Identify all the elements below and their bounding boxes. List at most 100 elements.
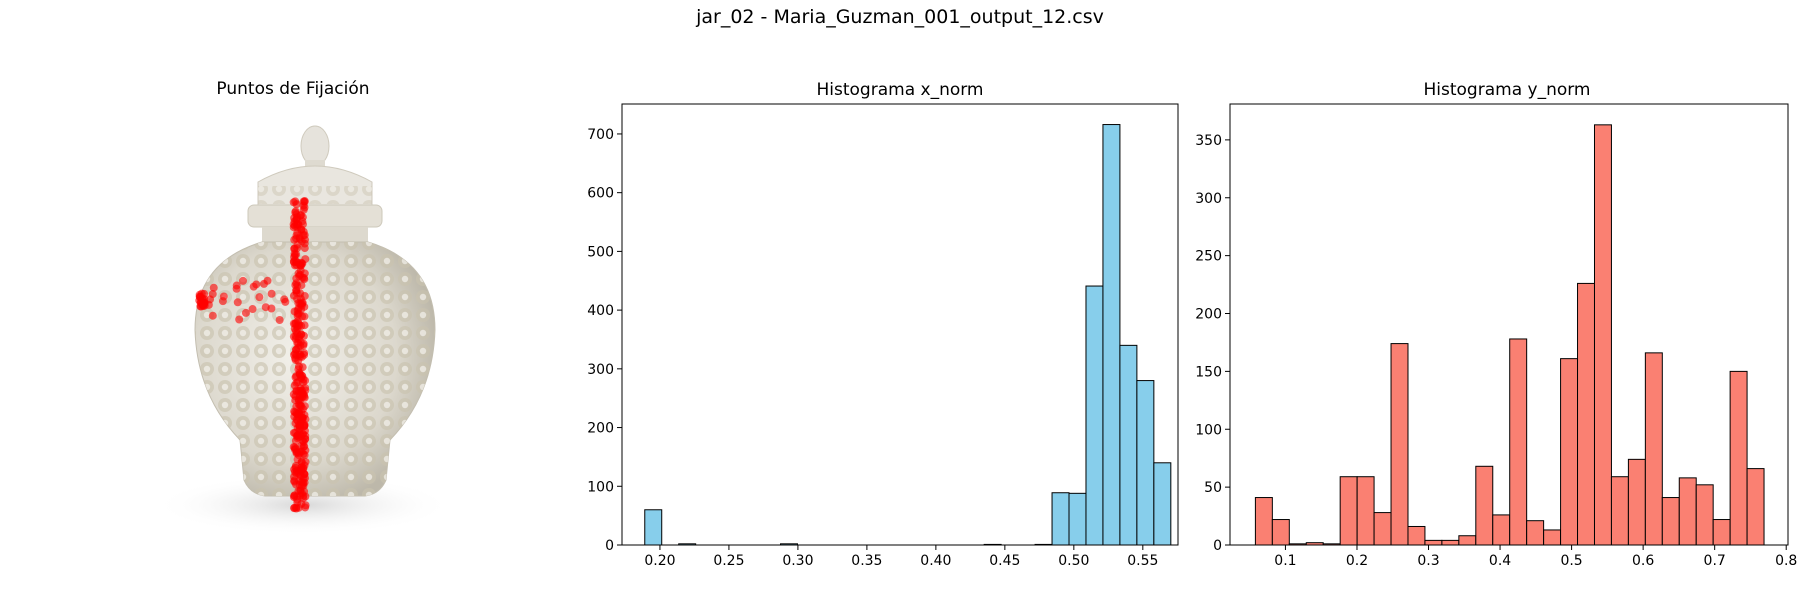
fixation-point (291, 463, 300, 472)
fixation-points (195, 197, 310, 513)
fixation-point (290, 244, 299, 253)
histogram-x-ticks: 0.20 0.25 0.30 0.35 0.40 0.45 0.50 0.55 0 100 200 3… (587, 127, 1158, 569)
fixation-point (232, 281, 241, 290)
histogram-bar (1526, 520, 1545, 546)
histogram-bar (1136, 380, 1155, 546)
jar-image (153, 125, 453, 535)
histogram-bar (1339, 476, 1358, 546)
x-tick-label: 0.55 (1127, 553, 1158, 569)
histogram-x-bars (644, 124, 1172, 546)
fixation-point (297, 499, 306, 508)
fixation-point (259, 279, 268, 288)
histogram-bar (1543, 529, 1562, 546)
y-tick-label: 100 (587, 479, 614, 495)
x-tick-label: 0.25 (713, 553, 744, 569)
fixation-point (298, 478, 307, 487)
fixation-point (281, 297, 290, 306)
fixation-point (261, 303, 270, 312)
fixation-point (298, 389, 307, 398)
histogram-bar (644, 509, 663, 546)
y-tick-label: 50 (1204, 480, 1222, 496)
y-tick-label: 200 (587, 421, 614, 437)
histogram-bar (1610, 476, 1629, 546)
histogram-x-panel: Histograma x_norm 0.20 0.25 0.30 0.35 0.40 0.… (587, 80, 1179, 569)
fixation-point (297, 321, 306, 330)
fixation-point (298, 363, 307, 372)
fixation-point (291, 281, 300, 290)
fixation-point (209, 283, 218, 292)
x-tick-label: 0.6 (1632, 553, 1654, 569)
histogram-bar (1271, 519, 1290, 546)
histogram-bar (1678, 477, 1697, 546)
x-tick-label: 0.50 (1058, 553, 1089, 569)
fixation-point (267, 289, 276, 298)
fixation-point (293, 306, 302, 315)
y-tick-label: 0 (1213, 538, 1222, 554)
histogram-bar (1695, 484, 1714, 546)
x-tick-label: 0.20 (644, 553, 675, 569)
histogram-bar (1509, 338, 1528, 546)
y-tick-label: 700 (587, 127, 614, 143)
histogram-bar (1068, 492, 1087, 546)
figure-suptitle: jar_02 - Maria_Guzman_001_output_12.csv (696, 6, 1104, 28)
fixation-point (233, 298, 242, 307)
y-tick-label: 0 (605, 538, 614, 554)
histogram-x-title: Histograma x_norm (817, 80, 984, 100)
fixation-point (299, 201, 308, 210)
fixation-point (293, 294, 302, 303)
fixation-point (299, 339, 308, 348)
histogram-bar (1051, 492, 1070, 546)
fixation-point (255, 293, 264, 302)
fixation-point (252, 280, 261, 289)
fixation-point (200, 299, 209, 308)
x-tick-label: 0.2 (1346, 553, 1368, 569)
fixation-point (297, 330, 306, 339)
x-tick-label: 0.7 (1704, 553, 1726, 569)
y-tick-label: 300 (1195, 191, 1222, 207)
fixation-point (299, 438, 308, 447)
fixation-point (208, 311, 217, 320)
histogram-bar (1373, 512, 1392, 546)
histogram-y-panel: Histograma y_norm 0.1 0.2 0.3 0.4 0.5 0.6 0.7 0… (1195, 80, 1797, 569)
fixation-point (235, 315, 244, 324)
fixation-point (297, 373, 306, 382)
fixation-point (248, 305, 257, 314)
fixation-point (301, 415, 310, 424)
fixation-point (290, 252, 299, 261)
fixation-point (300, 244, 309, 253)
fixation-point (296, 486, 305, 495)
fixation-point (293, 431, 302, 440)
histogram-bar (1458, 535, 1477, 546)
x-tick-label: 0.45 (989, 553, 1020, 569)
histogram-bar (1644, 352, 1663, 546)
histogram-bar (1390, 343, 1409, 546)
histogram-bar (1254, 497, 1273, 546)
fixation-point (300, 426, 309, 435)
histogram-bar (1441, 539, 1460, 546)
y-tick-label: 200 (1195, 307, 1222, 323)
histogram-bar (1712, 519, 1731, 546)
histogram-y-frame (1229, 103, 1789, 546)
fixation-point (297, 463, 306, 472)
fixation-point (299, 227, 308, 236)
y-tick-label: 600 (587, 186, 614, 202)
histogram-bar (1085, 285, 1104, 546)
fixation-panel: Puntos de Fijación (153, 79, 453, 535)
fixation-panel-title: Puntos de Fijación (216, 79, 369, 99)
x-tick-label: 0.35 (851, 553, 882, 569)
y-tick-label: 500 (587, 244, 614, 260)
y-tick-label: 400 (587, 303, 614, 319)
fixation-point (238, 276, 247, 285)
x-tick-label: 0.1 (1274, 553, 1296, 569)
histogram-y-bars (1254, 124, 1765, 546)
fixation-point (297, 447, 306, 456)
x-tick-label: 0.3 (1417, 553, 1439, 569)
histogram-bar (1577, 282, 1595, 546)
y-tick-label: 100 (1195, 422, 1222, 438)
histogram-y-title: Histograma y_norm (1424, 80, 1591, 100)
histogram-bar (1492, 514, 1511, 546)
histogram-bar (1627, 458, 1646, 546)
x-tick-label: 0.8 (1775, 553, 1797, 569)
histogram-y-ticks: 0.1 0.2 0.3 0.4 0.5 0.6 0.7 0.8 0 50 100 150 200 250 3… (1195, 133, 1797, 569)
